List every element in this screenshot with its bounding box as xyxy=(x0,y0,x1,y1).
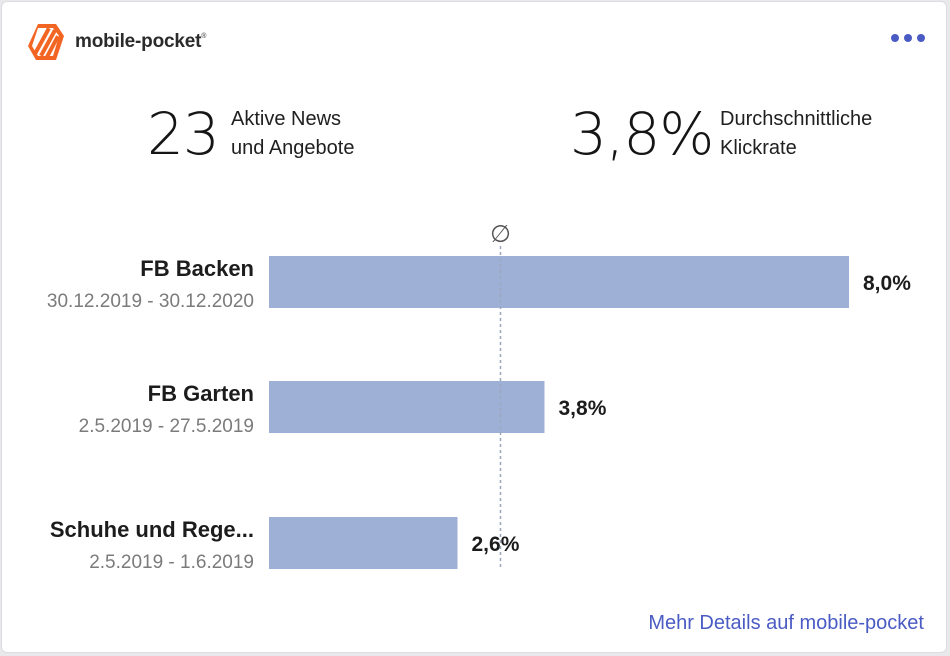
category-label-2: Schuhe und Rege... xyxy=(50,517,254,542)
more-details-link[interactable]: Mehr Details auf mobile-pocket xyxy=(648,612,924,634)
date-range-label-2: 2.5.2019 - 1.6.2019 xyxy=(89,552,254,573)
more-horizontal-icon[interactable] xyxy=(891,34,925,42)
value-label-0: 8,0% xyxy=(863,272,911,295)
click-rate-bar-chart: FB Backen 30.12.2019 - 30.12.2020 8,0% FB G… xyxy=(47,220,911,573)
brand-name: mobile-pocket® xyxy=(75,31,207,52)
bar-1 xyxy=(269,381,545,433)
kpi-active-news-value: 23 xyxy=(147,100,220,168)
bar-0 xyxy=(269,256,849,308)
value-label-1: 3,8% xyxy=(559,397,607,420)
kpi-active-news-label: Aktive News und Angebote xyxy=(231,108,355,159)
brand-logo[interactable]: mobile-pocket® xyxy=(26,22,206,62)
category-label-0: FB Backen xyxy=(140,256,254,281)
date-range-label-1: 2.5.2019 - 27.5.2019 xyxy=(79,416,254,437)
date-range-label-0: 30.12.2019 - 30.12.2020 xyxy=(47,291,254,312)
category-label-1: FB Garten xyxy=(148,381,254,406)
mobile-pocket-logo-icon xyxy=(28,24,64,60)
kpi-click-rate-value: 3,8% xyxy=(570,100,714,168)
value-label-2: 2,6% xyxy=(472,533,520,556)
bar-2 xyxy=(269,517,458,569)
kpi-click-rate-label: Durchschnittliche Klickrate xyxy=(720,108,873,159)
average-symbol: ∅ xyxy=(490,220,511,248)
